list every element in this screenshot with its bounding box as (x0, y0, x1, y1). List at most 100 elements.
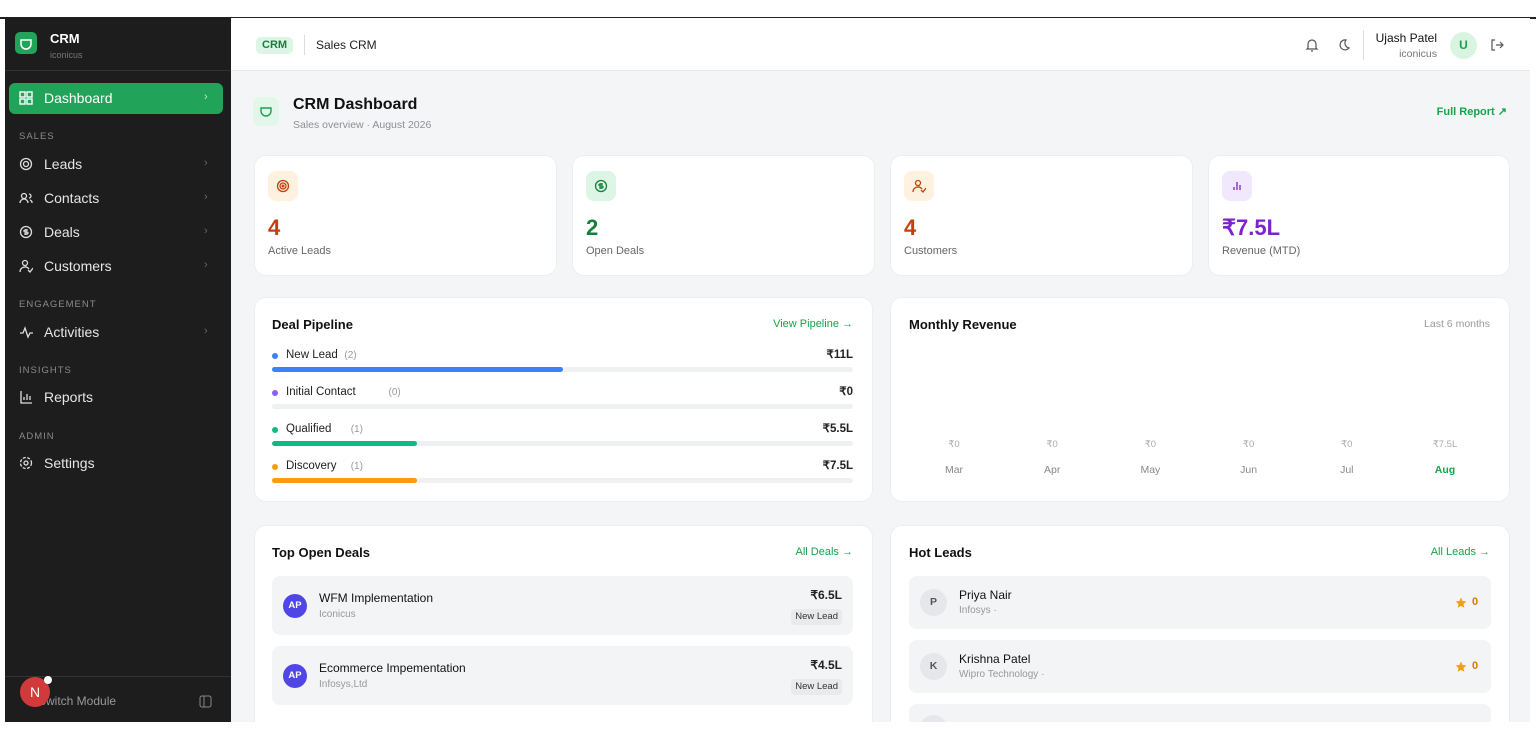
nav-item[interactable]: Reports (44, 389, 94, 405)
lead-item[interactable] (909, 704, 1491, 722)
divider (5, 70, 231, 71)
stage-bar (272, 367, 563, 372)
stage-amount: ₹5.5L (822, 423, 853, 435)
header-icon-glyph (260, 107, 272, 117)
stage-name: Discovery (286, 460, 337, 472)
stat-label: Revenue (MTD) (1222, 245, 1301, 257)
nav-item[interactable]: Customers (44, 258, 112, 274)
nav-item[interactable]: Leads (44, 156, 83, 172)
month-label: May (1140, 464, 1161, 476)
pipeline-card (254, 297, 873, 502)
chevron: › (204, 191, 208, 203)
stat-icon (276, 179, 290, 198)
month-label: Jun (1240, 464, 1258, 476)
nav-item[interactable]: Activities (44, 324, 100, 340)
month-amount: ₹7.5L (1432, 439, 1458, 450)
full-report-link[interactable]: Full Report ↗ (1436, 106, 1507, 118)
nav-icon-glyph (20, 391, 32, 404)
month-amount: ₹0 (948, 439, 960, 450)
deal-amount: ₹4.5L (810, 658, 842, 672)
month-amount: ₹0 (1046, 439, 1058, 450)
brand-org: iconicus (50, 50, 83, 60)
nav-icon-glyph (19, 225, 33, 239)
star-glyph (1455, 597, 1467, 608)
card-link[interactable]: All Leads → (1430, 546, 1490, 558)
user-org: iconicus (1399, 48, 1437, 60)
stat-icon-glyph (594, 179, 608, 193)
stage-dot (272, 464, 278, 470)
star-icon (1455, 660, 1467, 678)
deal-amount: ₹6.5L (810, 588, 842, 602)
brand-logo (15, 32, 37, 54)
card-link[interactable]: All Deals → (795, 546, 853, 558)
stage-amount: ₹11L (826, 349, 854, 361)
card-title: Hot Leads (909, 545, 972, 560)
month-label: Apr (1044, 464, 1061, 476)
lead-avatar (920, 715, 947, 722)
nav-icon (19, 225, 33, 244)
lead-score: 0 (1472, 660, 1479, 672)
nav-icon (19, 191, 33, 210)
card-link[interactable]: View Pipeline → (773, 318, 853, 330)
stat-label: Open Deals (586, 245, 645, 257)
stage-count: (2) (344, 350, 357, 361)
lead-name: Priya Nair (959, 588, 1012, 602)
stat-icon (904, 171, 934, 201)
header-icon (253, 97, 279, 126)
status-dot (44, 676, 52, 684)
switch-module[interactable]: Switch Module (38, 694, 117, 708)
stage-count: (1) (350, 461, 363, 472)
stage-count: (1) (350, 424, 363, 435)
stage-track (272, 404, 853, 409)
nav-icon-glyph (19, 259, 34, 273)
user-name: Ujash Patel (1375, 31, 1437, 45)
stat-icon (1230, 179, 1244, 198)
nav-icon (19, 259, 34, 278)
bell-icon[interactable] (1305, 38, 1319, 52)
deal-org: Iconicus (319, 609, 356, 620)
divider (1363, 30, 1364, 60)
stat-value: 4 (904, 215, 917, 240)
logout-icon[interactable] (1490, 38, 1504, 52)
stat-card (1208, 155, 1510, 276)
stage-track (272, 441, 853, 446)
deal-item[interactable] (272, 576, 853, 635)
card-title: Top Open Deals (272, 545, 370, 560)
month-amount: ₹0 (1242, 439, 1255, 450)
stage-bar (272, 478, 418, 483)
nav-label[interactable]: Dashboard (44, 90, 113, 106)
page-title: CRM Dashboard (293, 96, 418, 113)
stage-bar (272, 441, 418, 446)
deal-stage: New Lead (791, 679, 842, 695)
chevron: › (204, 91, 208, 103)
nav-icon (19, 456, 33, 475)
lead-item[interactable] (909, 640, 1491, 693)
deal-avatar: AP (283, 664, 307, 688)
nav-icon-glyph (19, 157, 33, 171)
month-label: Mar (944, 464, 964, 476)
nav-icon (19, 325, 33, 344)
stat-value: 2 (586, 215, 599, 240)
star-icon (1455, 596, 1467, 614)
nav-active[interactable] (9, 83, 223, 114)
nav-icon-glyph (19, 456, 33, 470)
lead-avatar: K (920, 653, 947, 680)
card-title: Monthly Revenue (909, 317, 1017, 332)
stage-dot (272, 353, 278, 359)
deal-name: Ecommerce Impementation (319, 661, 466, 675)
stage-name: Qualified (286, 423, 332, 435)
nav-item[interactable]: Contacts (44, 190, 100, 206)
nav-item[interactable]: Deals (44, 224, 80, 240)
lead-item[interactable] (909, 576, 1491, 629)
user-avatar[interactable]: U (1450, 32, 1477, 59)
lead-score: 0 (1472, 596, 1479, 608)
collapse-icon[interactable] (199, 695, 212, 708)
theme-icon[interactable] (1337, 38, 1351, 52)
deal-item[interactable] (272, 646, 853, 705)
nav-item[interactable]: Settings (44, 455, 95, 471)
stat-label: Active Leads (268, 245, 331, 257)
topbar-badge: CRM (256, 37, 294, 54)
stat-icon (268, 171, 298, 201)
chevron: › (204, 157, 208, 169)
